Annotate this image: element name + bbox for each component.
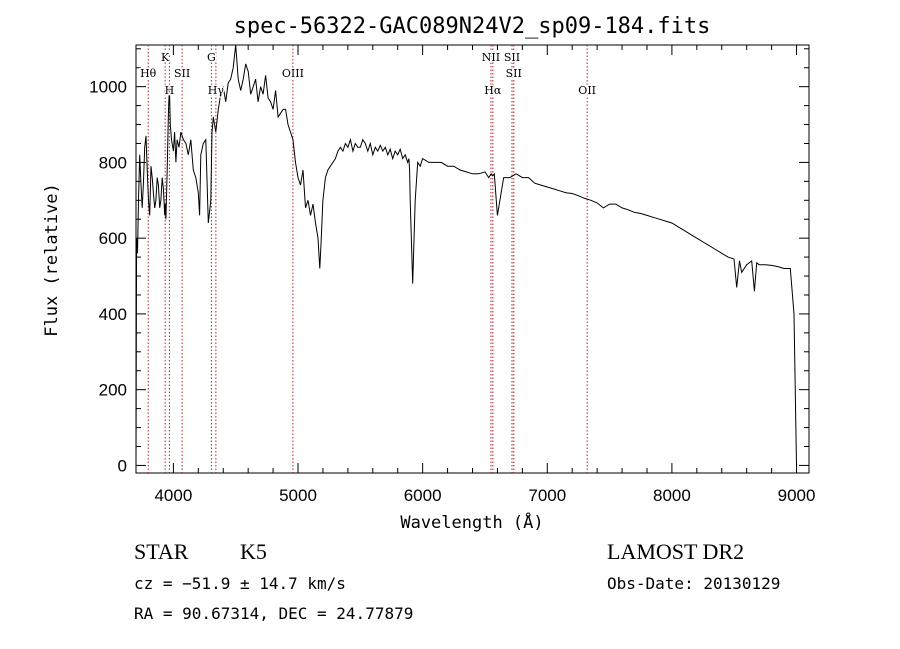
- spectral-line-label: Hα: [484, 84, 502, 97]
- object-class-label: STAR: [134, 539, 189, 564]
- axis-ticks: [136, 45, 809, 473]
- y-tick-label: 1000: [89, 78, 127, 97]
- y-tick-label: 800: [99, 153, 127, 172]
- spectral-line-label: OII: [578, 84, 596, 97]
- spectrum-line: [135, 44, 797, 466]
- redshift-label: cz = −51.9 ± 14.7 km/s: [134, 574, 346, 593]
- spectral-line-label: SII: [174, 67, 190, 80]
- y-axis-label: Flux (relative): [42, 183, 62, 337]
- spectral-line-label: OIII: [282, 67, 304, 80]
- plot-frame: [135, 44, 810, 474]
- y-tick-label: 600: [99, 229, 127, 248]
- spectral-line-label: NII: [482, 51, 500, 64]
- spectral-line-labels: Hθ K H SII G Hγ OIII NII Hα SII SII OII: [139, 50, 597, 99]
- object-subclass-label: K5: [240, 539, 267, 564]
- coordinates-label: RA = 90.67314, DEC = 24.77879: [134, 604, 414, 623]
- spectral-line-label: H: [165, 84, 175, 97]
- y-tick-label: 200: [99, 381, 127, 400]
- spectral-line-label: G: [207, 51, 216, 64]
- spectral-line-label: SII: [504, 51, 520, 64]
- spectral-line-label: K: [161, 51, 170, 64]
- chart-title: spec-56322-GAC089N24V2_sp09-184.fits: [234, 14, 711, 39]
- y-tick-label: 400: [99, 305, 127, 324]
- survey-label: LAMOST DR2: [607, 539, 745, 564]
- spectral-line-label: Hγ: [208, 84, 225, 97]
- axis-tick-labels: 4000 5000 6000 7000 8000 9000 0 200 400 600 800 100…: [89, 78, 815, 505]
- spectral-line-label: Hθ: [140, 67, 157, 80]
- spectral-line-label: SII: [506, 67, 522, 80]
- x-tick-label: 5000: [279, 486, 317, 505]
- x-tick-label: 8000: [653, 486, 691, 505]
- x-tick-label: 9000: [778, 486, 816, 505]
- x-tick-label: 4000: [154, 486, 192, 505]
- obs-date-label: Obs-Date: 20130129: [607, 574, 781, 593]
- y-tick-label: 0: [118, 456, 127, 475]
- x-axis-label: Wavelength (Å): [400, 511, 543, 533]
- x-tick-label: 7000: [528, 486, 566, 505]
- x-tick-label: 6000: [404, 486, 442, 505]
- spectral-line-markers: [147, 45, 588, 473]
